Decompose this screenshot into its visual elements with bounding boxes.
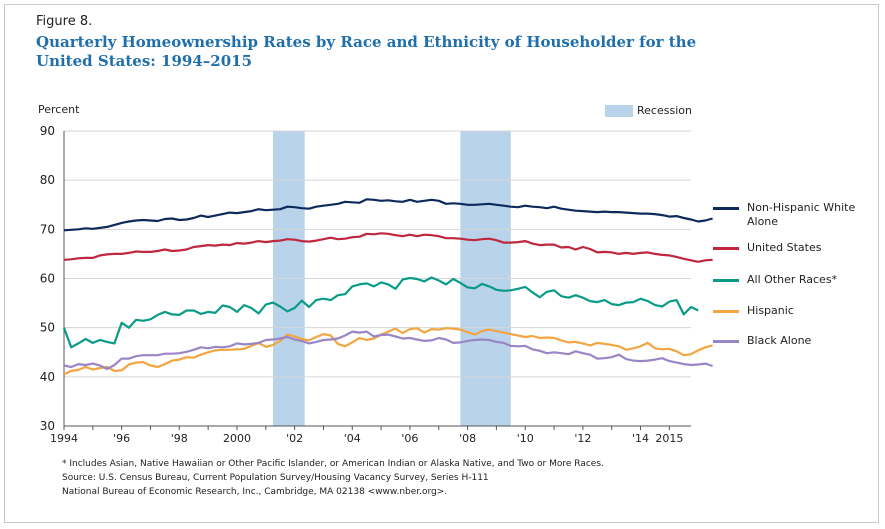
recession-legend: Recession [605, 104, 692, 117]
recession-swatch [605, 104, 633, 117]
legend-label-5: Black Alone [747, 334, 812, 347]
x-tick-label-1994: 1994 [50, 432, 78, 445]
legend-swatch-3 [713, 279, 739, 282]
series-line-5 [63, 330, 713, 371]
x-tick-label-2004: '04 [344, 432, 361, 445]
y-tick-label-60: 60 [40, 272, 55, 286]
y-tick-label-40: 40 [40, 370, 55, 384]
y-tick-label-50: 50 [40, 321, 55, 335]
y-axis-label: Percent [38, 103, 80, 116]
legend-label-2: United States [747, 241, 822, 254]
x-tick-label-1996: '96 [113, 432, 130, 445]
x-tick-label-2015: 2015 [655, 432, 683, 445]
y-tick-label-70: 70 [40, 222, 55, 236]
footnote-nber: National Bureau of Economic Research, In… [62, 487, 448, 497]
legend-swatch-4 [713, 310, 739, 313]
legend-item-4: Hispanic [713, 304, 857, 318]
x-tick-label-1998: '98 [171, 432, 188, 445]
legend-swatch-2 [713, 247, 739, 250]
legend-swatch-5 [713, 340, 739, 343]
series-line-4 [63, 327, 713, 376]
x-tick-label-2002: '02 [286, 432, 303, 445]
y-tick-label-80: 80 [40, 173, 55, 187]
y-tick-label-90: 90 [40, 124, 55, 138]
legend-item-1: Non-Hispanic White Alone [713, 201, 857, 229]
series-line-2 [63, 232, 713, 263]
series-lines [62, 198, 713, 376]
x-tick-label-2010: '10 [517, 432, 534, 445]
recession-legend-label: Recession [637, 104, 692, 117]
x-tick-label-2008: '08 [459, 432, 476, 445]
x-tick-label-2012: '12 [574, 432, 591, 445]
chart-title: Quarterly Homeownership Rates by Race an… [36, 33, 697, 70]
series-line-1 [63, 198, 713, 232]
series-line-3 [62, 276, 699, 349]
y-tick-label-30: 30 [40, 419, 55, 433]
figure-frame [4, 4, 879, 523]
legend-item-5: Black Alone [713, 334, 857, 348]
figure-label: Figure 8. [36, 14, 93, 29]
grid-lines [64, 130, 691, 378]
legend-item-3: All Other Races* [713, 273, 857, 287]
axes: 30 40 50 60 70 80 90 1994 '96 '98 2000 '02 '04 '06 '08… [40, 124, 691, 445]
legend-label-4: Hispanic [747, 304, 794, 317]
legend-swatch-1 [713, 207, 739, 210]
x-tick-label-2006: '06 [401, 432, 418, 445]
footnote-source: Source: U.S. Census Bureau, Current Popu… [62, 473, 489, 483]
x-tick-label-2000: 2000 [223, 432, 251, 445]
footnote-asterisk: * Includes Asian, Native Hawaiian or Oth… [62, 459, 604, 469]
legend-label-3: All Other Races* [747, 273, 838, 286]
legend-label-1: Non-Hispanic White Alone [747, 201, 856, 228]
legend-item-2: United States [713, 241, 857, 255]
x-tick-label-2014: '14 [632, 432, 649, 445]
